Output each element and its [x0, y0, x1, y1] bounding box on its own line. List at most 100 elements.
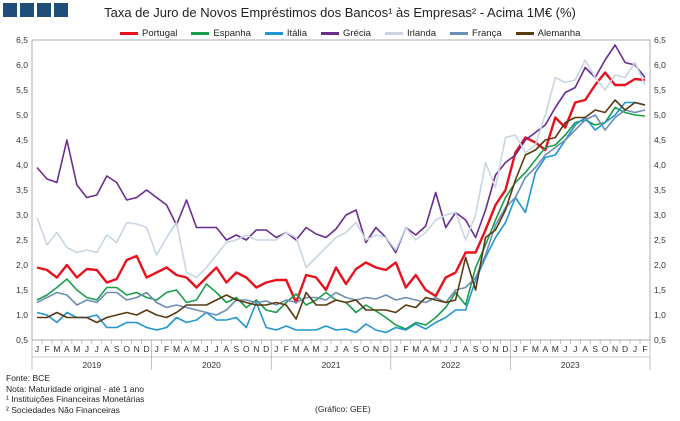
x-month-label: O: [482, 344, 489, 354]
y-tick-label-right: 5,5: [654, 85, 666, 95]
x-month-label: A: [343, 344, 349, 354]
y-tick-label-right: 1,0: [654, 310, 666, 320]
legend-item: Alemanha: [515, 28, 581, 39]
y-tick-label-right: 3,5: [654, 185, 666, 195]
legend-swatch: [515, 32, 534, 35]
x-month-label: J: [513, 344, 517, 354]
y-tick-label-right: 6,0: [654, 60, 666, 70]
legend-label: Irlanda: [406, 28, 437, 39]
y-tick-label-left: 5,0: [16, 110, 28, 120]
x-month-label: F: [523, 344, 528, 354]
y-tick-label-right: 3,0: [654, 210, 666, 220]
note-line: Nota: Maturidade original - até 1 ano: [6, 383, 144, 394]
chart-credit: (Gráfico: GEE): [315, 404, 371, 414]
x-month-label: A: [543, 344, 549, 354]
x-month-label: A: [423, 344, 429, 354]
x-month-label: O: [243, 344, 250, 354]
x-month-label: F: [44, 344, 49, 354]
x-month-label: A: [64, 344, 70, 354]
x-month-label: M: [313, 344, 320, 354]
legend-item: Grécia: [320, 28, 371, 39]
legend-swatch: [264, 32, 283, 35]
x-month-label: A: [104, 344, 110, 354]
x-year-label: 2020: [202, 360, 221, 370]
y-tick-label-left: 2,0: [16, 260, 28, 270]
y-tick-label-left: 6,5: [16, 35, 28, 45]
legend-label: Alemanha: [537, 28, 581, 39]
legend-label: Grécia: [342, 28, 371, 39]
series-line-itália: [36, 101, 646, 334]
x-month-label: A: [582, 344, 588, 354]
legend-swatch: [191, 32, 210, 35]
legend-item: França: [450, 28, 502, 39]
legend-item: Irlanda: [384, 28, 437, 39]
source-notes: Fonte: BCE Nota: Maturidade original - a…: [6, 373, 144, 415]
series-line-portugal: [36, 71, 646, 304]
legend-item: Portugal: [120, 28, 177, 39]
y-tick-label-left: 4,5: [16, 135, 28, 145]
x-month-label: O: [123, 344, 130, 354]
y-tick-label-right: 4,5: [654, 135, 666, 145]
x-month-label: J: [334, 344, 338, 354]
y-tick-label-left: 6,0: [16, 60, 28, 70]
x-month-label: D: [263, 344, 269, 354]
y-tick-label-right: 2,5: [654, 235, 666, 245]
x-month-label: M: [532, 344, 539, 354]
x-month-label: O: [363, 344, 370, 354]
x-month-label: M: [552, 344, 559, 354]
x-month-label: M: [173, 344, 180, 354]
source-line: Fonte: BCE: [6, 373, 50, 383]
y-tick-label-right: 2,0: [654, 260, 666, 270]
x-month-label: A: [184, 344, 190, 354]
x-month-label: D: [383, 344, 389, 354]
legend-item: Itália: [264, 28, 307, 39]
x-month-label: N: [612, 344, 618, 354]
legend-swatch: [450, 32, 469, 35]
x-month-label: J: [454, 344, 458, 354]
series-line-alemanha: [37, 99, 646, 324]
x-month-label: S: [353, 344, 359, 354]
note-footnote-2: ² Sociedades Não Financeiras: [6, 404, 120, 415]
x-month-label: D: [144, 344, 150, 354]
series-line-irlanda: [36, 59, 646, 279]
x-month-label: S: [114, 344, 120, 354]
note-footnote-1: ¹ Instituições Financeiras Monetárias: [6, 394, 145, 404]
x-year-label: 2023: [561, 360, 580, 370]
legend-swatch: [120, 32, 138, 35]
x-month-label: N: [492, 344, 498, 354]
x-month-label: J: [274, 344, 278, 354]
y-tick-label-left: 1,5: [16, 285, 28, 295]
y-tick-label-right: 0,5: [654, 335, 666, 345]
x-month-label: F: [284, 344, 289, 354]
x-month-label: A: [303, 344, 309, 354]
x-month-label: M: [193, 344, 200, 354]
legend-label: Espanha: [213, 28, 251, 39]
x-month-label: F: [642, 344, 647, 354]
legend: Portugal Espanha Itália Grécia Irlanda França…: [120, 28, 580, 39]
y-tick-label-right: 6,5: [654, 35, 666, 45]
logo: [3, 3, 68, 17]
y-tick-label-right: 1,5: [654, 285, 666, 295]
x-month-label: J: [35, 344, 39, 354]
x-month-label: J: [95, 344, 99, 354]
x-year-label: 2021: [322, 360, 341, 370]
y-tick-label-left: 0,5: [16, 335, 28, 345]
x-month-label: J: [85, 344, 89, 354]
legend-label: Itália: [286, 28, 307, 39]
legend-item: Espanha: [191, 28, 251, 39]
y-tick-label-left: 3,0: [16, 210, 28, 220]
legend-swatch: [320, 32, 339, 35]
x-month-label: J: [154, 344, 158, 354]
x-month-label: J: [394, 344, 398, 354]
x-year-label: 2022: [441, 360, 460, 370]
y-tick-label-right: 4,0: [654, 160, 666, 170]
x-month-label: J: [444, 344, 448, 354]
x-month-label: N: [253, 344, 259, 354]
x-month-label: M: [293, 344, 300, 354]
x-month-label: M: [412, 344, 419, 354]
x-month-label: J: [573, 344, 577, 354]
x-month-label: S: [592, 344, 598, 354]
x-year-label: 2019: [82, 360, 101, 370]
x-month-label: N: [373, 344, 379, 354]
y-tick-label-left: 1,0: [16, 310, 28, 320]
